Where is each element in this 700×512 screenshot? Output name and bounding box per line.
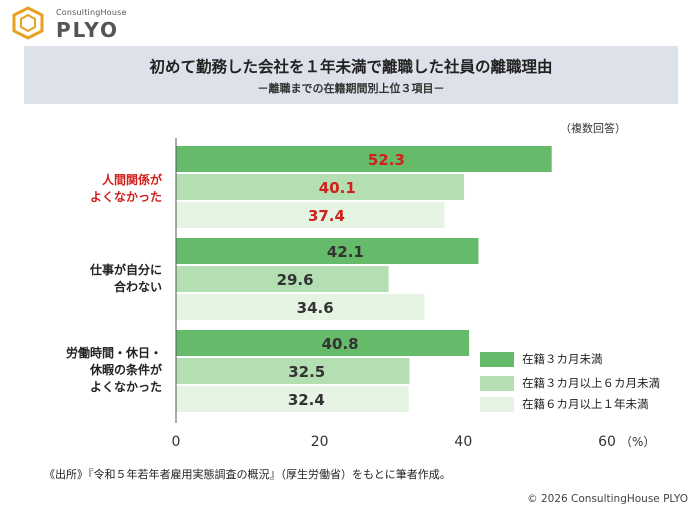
- category-label-1: 人間関係がよくなかった: [90, 172, 162, 206]
- data-label-3-2: 32.5: [288, 363, 325, 381]
- company-logo: ConsultingHouse PLYO: [12, 6, 142, 42]
- legend-swatch: [480, 397, 514, 412]
- category-label-line: 仕事が自分に: [89, 263, 162, 277]
- x-tick-label-1: 0: [172, 434, 181, 450]
- data-label-2-3: 34.6: [297, 299, 334, 317]
- bar-1-2: [176, 174, 465, 200]
- source-note: 《出所》『令和５年若年者雇用実態調査の概況』（厚生労働省）をもとに筆者作成。: [44, 468, 451, 481]
- category-label-line: よくなかった: [89, 380, 162, 394]
- category-label-3: 労働時間・休日・休暇の条件が よくなかった: [66, 345, 162, 396]
- chart-title: 初めて勤務した会社を１年未満で離職した社員の離職理由: [149, 58, 553, 76]
- category-label-line: 休暇の条件が: [89, 363, 162, 377]
- data-label-3-3: 32.4: [288, 391, 325, 409]
- chart-subtitle: －離職までの在籍期間別上位３項目－: [257, 82, 445, 95]
- bar-3-1: [176, 330, 470, 356]
- data-label-1-2: 40.1: [319, 179, 356, 197]
- data-label-2-2: 29.6: [277, 271, 314, 289]
- copyright: © 2026 ConsultingHouse PLYO: [527, 493, 688, 505]
- x-tick-label-3: 40: [454, 434, 472, 450]
- legend-swatch: [480, 352, 514, 367]
- bar-1-3: [176, 202, 445, 228]
- multiple-answer-note: （複数回答）: [560, 122, 626, 135]
- bar-1-1: [176, 146, 552, 172]
- x-tick-label-4: 60: [598, 434, 616, 450]
- bar-3-2: [176, 358, 410, 384]
- data-label-1-1: 52.3: [368, 151, 405, 169]
- category-label-line: 合わない: [113, 280, 162, 294]
- bar-2-2: [176, 266, 389, 292]
- bar-3-3: [176, 386, 409, 412]
- data-label-1-3: 37.4: [308, 207, 345, 225]
- logo-top-text: ConsultingHouse: [56, 8, 127, 17]
- category-label-2: 仕事が自分に合わない: [90, 262, 162, 296]
- category-label-line: 人間関係が: [101, 173, 162, 187]
- x-axis-unit: （%）: [620, 435, 655, 449]
- x-tick-label-2: 20: [311, 434, 329, 450]
- category-label-line: よくなかった: [89, 190, 162, 204]
- logo-mark-icon: [12, 6, 44, 40]
- bar-2-3: [176, 294, 425, 320]
- legend-label: 在籍６カ月以上１年未満: [522, 397, 649, 411]
- title-band: 初めて勤務した会社を１年未満で離職した社員の離職理由 －離職までの在籍期間別上位…: [24, 46, 678, 104]
- bar-2-1: [176, 238, 479, 264]
- legend-swatch: [480, 376, 514, 391]
- data-label-3-1: 40.8: [322, 335, 359, 353]
- logo-main-text: PLYO: [56, 18, 120, 42]
- legend-label: 在籍３カ月未満: [522, 352, 603, 366]
- data-label-2-1: 42.1: [327, 243, 364, 261]
- category-label-line: 労働時間・休日・: [65, 346, 162, 360]
- legend-label: 在籍３カ月以上６カ月未満: [522, 376, 660, 390]
